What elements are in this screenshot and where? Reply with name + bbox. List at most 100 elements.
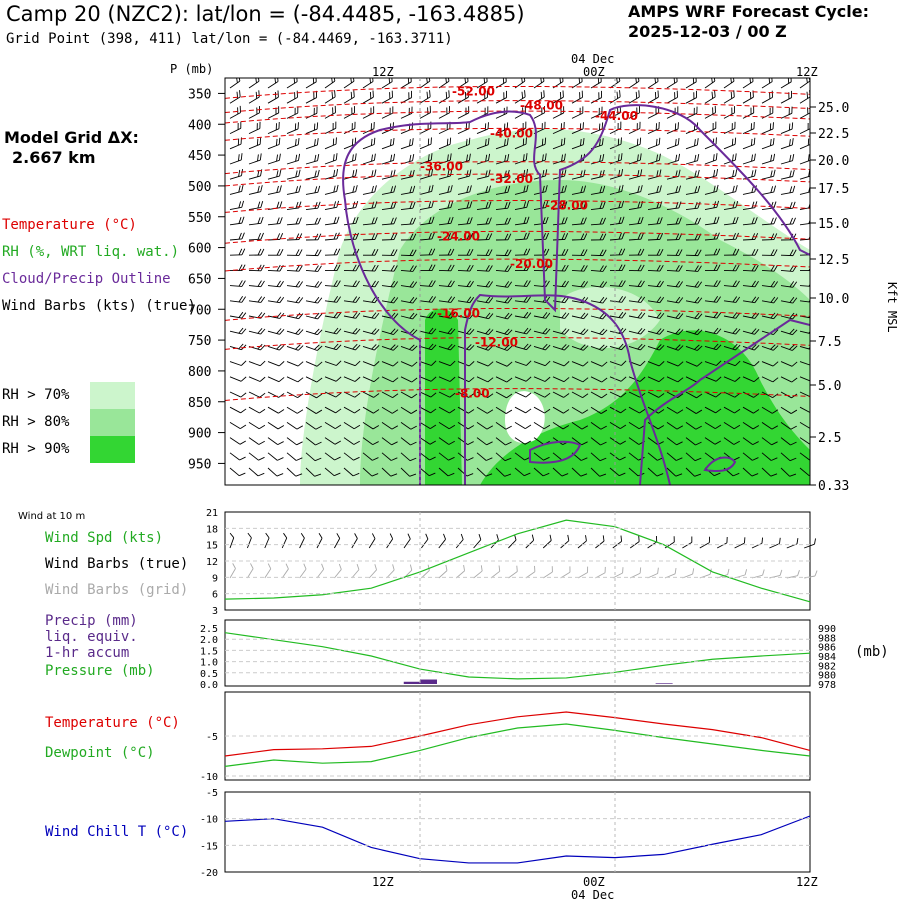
wind-barb bbox=[419, 216, 435, 226]
time-tick-00z-top: 00Z bbox=[583, 65, 605, 79]
wind-barb bbox=[723, 78, 735, 89]
wind-barb bbox=[723, 343, 741, 351]
wind-barb bbox=[286, 122, 299, 135]
pressure-tick-r-0: 990 bbox=[818, 624, 836, 635]
wind-barb bbox=[609, 232, 625, 241]
wind-barb bbox=[609, 376, 627, 382]
wind-barb bbox=[343, 78, 355, 89]
wind-barb bbox=[362, 296, 380, 304]
wind-barb bbox=[514, 376, 532, 382]
wind-tick-2: 15 bbox=[206, 541, 218, 552]
wind-barb-grid bbox=[542, 566, 553, 579]
wind-barb bbox=[267, 169, 282, 180]
wind-barb bbox=[286, 265, 303, 272]
wind-barb-true bbox=[299, 532, 305, 549]
cloud-outline-lower bbox=[529, 440, 582, 464]
wind-barb bbox=[780, 138, 794, 150]
wind-barb bbox=[305, 361, 323, 367]
wind-barb-true bbox=[246, 532, 252, 549]
wind-barb-grid bbox=[786, 570, 800, 579]
wind-barb bbox=[400, 217, 416, 226]
temp-tick-0: -5 bbox=[206, 732, 218, 743]
wind-barb bbox=[229, 200, 245, 211]
chill-tick-0: -5 bbox=[206, 788, 218, 799]
wind-barb bbox=[704, 360, 722, 366]
wind-barb bbox=[438, 137, 452, 150]
wind-barb bbox=[704, 90, 716, 104]
wind-barb bbox=[229, 376, 247, 382]
wind-barb bbox=[419, 280, 436, 287]
wind-barb bbox=[248, 391, 266, 398]
wind-barb bbox=[609, 360, 627, 366]
wind-barb bbox=[666, 185, 682, 195]
wind-barb bbox=[248, 280, 265, 288]
wind-barb bbox=[533, 391, 551, 398]
height-tick-5: 12.5 bbox=[818, 253, 849, 268]
wind-tick-0: 21 bbox=[206, 508, 218, 519]
wind-barb bbox=[381, 296, 399, 304]
wind-barb bbox=[267, 328, 285, 335]
wind-barb bbox=[286, 422, 304, 430]
wind-barb bbox=[457, 233, 474, 241]
wind-barb bbox=[742, 153, 756, 165]
wind-barb bbox=[248, 232, 264, 241]
wind-barb bbox=[229, 327, 247, 335]
height-tick-3: 17.5 bbox=[818, 182, 849, 197]
wind-barb-grid bbox=[734, 569, 748, 579]
wind-barb bbox=[552, 312, 570, 319]
wind-barb bbox=[666, 137, 680, 150]
wind-barb bbox=[362, 344, 380, 351]
wind-barb bbox=[324, 422, 342, 429]
wind-barb bbox=[267, 452, 284, 461]
wind-barb bbox=[438, 200, 454, 211]
wind-barb bbox=[267, 106, 280, 119]
wind-barb bbox=[324, 153, 338, 165]
temperature-contour-labels: -52.00 -48.00 -44.00 -40.00 -36.00 -32.00 -28.… bbox=[420, 84, 638, 400]
wind-barb bbox=[362, 312, 380, 319]
wind-barb bbox=[267, 153, 281, 165]
wind-barb bbox=[590, 437, 607, 446]
wind-barb bbox=[267, 312, 285, 319]
chill-tick-1: -10 bbox=[200, 815, 218, 826]
pressure-tick-0: 350 bbox=[188, 87, 211, 102]
wind-barb bbox=[476, 249, 493, 256]
wind-barb bbox=[628, 327, 646, 335]
wind-barb bbox=[248, 422, 266, 430]
forecast-cycle-value: 2025-12-03 / 00 Z bbox=[628, 22, 787, 41]
wind-barb-true bbox=[577, 535, 587, 549]
wind-barb bbox=[685, 249, 702, 257]
wind-barb bbox=[229, 311, 247, 319]
wind-barb bbox=[609, 137, 622, 150]
wind-barb bbox=[552, 233, 569, 241]
wind-barb bbox=[590, 249, 607, 257]
wind-barb bbox=[590, 344, 608, 351]
height-axis-label: Kft MSL bbox=[885, 282, 899, 333]
wind-barb bbox=[400, 344, 418, 351]
wind-barb bbox=[400, 78, 412, 89]
wind-barb bbox=[704, 376, 722, 382]
wind-barb-grid bbox=[421, 564, 430, 579]
wind-barb bbox=[286, 280, 303, 288]
wind-barb bbox=[647, 121, 660, 135]
wind-barb bbox=[685, 90, 698, 104]
legend-rh70-swatch bbox=[90, 382, 135, 409]
temp-contour-label-4: -36.00 bbox=[420, 160, 463, 174]
wind-barb bbox=[286, 78, 298, 89]
wind-barb bbox=[495, 296, 513, 304]
wind-barb bbox=[571, 361, 589, 367]
wind-barb bbox=[552, 361, 570, 367]
wind-barb bbox=[438, 360, 456, 367]
wind-barb bbox=[229, 406, 247, 414]
wind-barb-grid bbox=[508, 565, 518, 579]
wind-barb bbox=[799, 217, 810, 226]
precip-bar-1 bbox=[420, 679, 437, 684]
wind-barb bbox=[457, 296, 475, 304]
wind-barb bbox=[628, 121, 641, 135]
wind-barb bbox=[666, 361, 684, 367]
wind-barb bbox=[286, 217, 302, 226]
legend-rh80-label: RH > 80% bbox=[2, 414, 70, 430]
wind-barb bbox=[324, 280, 341, 287]
legend-rh80-swatch bbox=[90, 409, 135, 436]
wind-barb bbox=[248, 376, 266, 382]
wind-barb bbox=[476, 296, 494, 304]
